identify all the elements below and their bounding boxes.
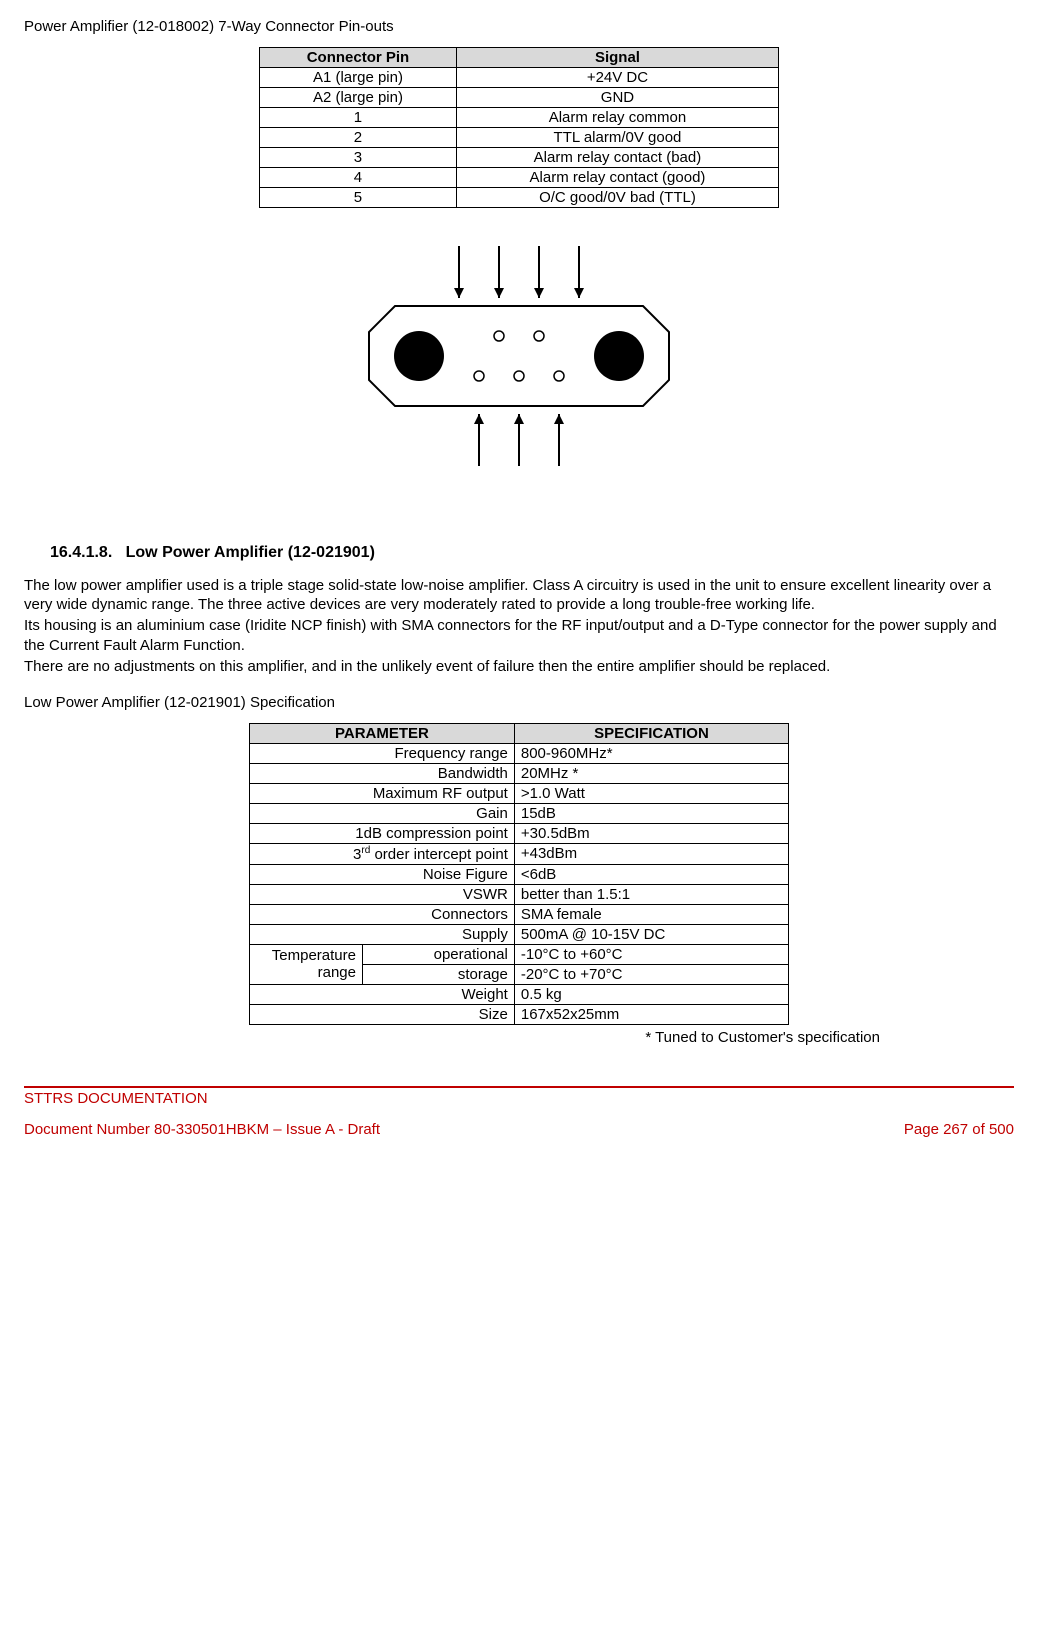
table-cell: Alarm relay contact (good) [456, 168, 778, 188]
table-cell: 1 [260, 108, 457, 128]
table-cell: 15dB [514, 803, 788, 823]
table-cell: GND [456, 88, 778, 108]
body-paragraph: There are no adjustments on this amplifi… [24, 657, 1014, 676]
footer-page-number: Page 267 of 500 [904, 1121, 1014, 1138]
spec-header-spec: SPECIFICATION [514, 723, 788, 743]
table-cell: Frequency range [250, 743, 515, 763]
pinout-header-pin: Connector Pin [260, 48, 457, 68]
table-row: Size167x52x25mm [250, 1004, 789, 1024]
table-cell: Gain [250, 803, 515, 823]
table-row: A2 (large pin)GND [260, 88, 779, 108]
table-row: 5O/C good/0V bad (TTL) [260, 188, 779, 208]
table-cell: Bandwidth [250, 763, 515, 783]
table-cell: Size [250, 1004, 515, 1024]
table-cell: 800-960MHz* [514, 743, 788, 763]
table-cell: A1 (large pin) [260, 68, 457, 88]
table-cell: 167x52x25mm [514, 1004, 788, 1024]
table-cell: 4 [260, 168, 457, 188]
table-row: Weight0.5 kg [250, 984, 789, 1004]
table-row: 1dB compression point+30.5dBm [250, 823, 789, 843]
spec-footnote: * Tuned to Customer's specification [158, 1029, 880, 1046]
table-cell: SMA female [514, 904, 788, 924]
subsection-number: 16.4.1.8. [50, 544, 112, 561]
spec-table: PARAMETER SPECIFICATION Frequency range8… [249, 723, 789, 1025]
footer-doc-title: STTRS DOCUMENTATION [24, 1090, 1014, 1107]
table-cell: storage [363, 964, 515, 984]
table-cell: Maximum RF output [250, 783, 515, 803]
table-cell: -20°C to +70°C [514, 964, 788, 984]
table-row: 4Alarm relay contact (good) [260, 168, 779, 188]
table-cell: +43dBm [514, 843, 788, 864]
table-cell: +30.5dBm [514, 823, 788, 843]
footer-doc-number: Document Number 80-330501HBKM – Issue A … [24, 1121, 380, 1138]
table-row: Bandwidth20MHz * [250, 763, 789, 783]
table-cell: <6dB [514, 864, 788, 884]
table-row: Maximum RF output>1.0 Watt [250, 783, 789, 803]
table-row: VSWRbetter than 1.5:1 [250, 884, 789, 904]
table-cell: Supply [250, 924, 515, 944]
table-cell: 500mA @ 10-15V DC [514, 924, 788, 944]
table-cell: Alarm relay common [456, 108, 778, 128]
table-row: 1Alarm relay common [260, 108, 779, 128]
table-cell: -10°C to +60°C [514, 944, 788, 964]
table-cell: >1.0 Watt [514, 783, 788, 803]
table-cell: 1dB compression point [250, 823, 515, 843]
table-cell: 0.5 kg [514, 984, 788, 1004]
connector-diagram [24, 236, 1014, 480]
table-row: A1 (large pin)+24V DC [260, 68, 779, 88]
table-cell: Temperature range [250, 944, 363, 984]
table-cell: +24V DC [456, 68, 778, 88]
table-cell: operational [363, 944, 515, 964]
page-heading: Power Amplifier (12-018002) 7-Way Connec… [24, 18, 1014, 35]
table-cell: VSWR [250, 884, 515, 904]
footer-rule [24, 1086, 1014, 1088]
table-cell: Connectors [250, 904, 515, 924]
body-paragraph: Its housing is an aluminium case (Iridit… [24, 616, 1014, 654]
table-row: ConnectorsSMA female [250, 904, 789, 924]
table-cell: 3rd order intercept point [250, 843, 515, 864]
body-paragraph: The low power amplifier used is a triple… [24, 576, 1014, 614]
table-cell: TTL alarm/0V good [456, 128, 778, 148]
table-row: Noise Figure<6dB [250, 864, 789, 884]
table-cell: A2 (large pin) [260, 88, 457, 108]
table-cell: Alarm relay contact (bad) [456, 148, 778, 168]
subsection-heading: 16.4.1.8. Low Power Amplifier (12-021901… [50, 544, 1014, 562]
pinout-table: Connector Pin Signal A1 (large pin)+24V … [259, 47, 779, 208]
table-cell: 2 [260, 128, 457, 148]
table-cell: Noise Figure [250, 864, 515, 884]
table-cell: Weight [250, 984, 515, 1004]
spec-table-title: Low Power Amplifier (12-021901) Specific… [24, 694, 1014, 711]
pinout-header-signal: Signal [456, 48, 778, 68]
table-row: Temperature rangeoperational-10°C to +60… [250, 944, 789, 964]
table-cell: better than 1.5:1 [514, 884, 788, 904]
table-row: 3rd order intercept point+43dBm [250, 843, 789, 864]
table-row: Supply500mA @ 10-15V DC [250, 924, 789, 944]
subsection-title: Low Power Amplifier (12-021901) [126, 544, 375, 561]
table-cell: 20MHz * [514, 763, 788, 783]
table-row: 3Alarm relay contact (bad) [260, 148, 779, 168]
table-row: Frequency range800-960MHz* [250, 743, 789, 763]
table-row: Gain15dB [250, 803, 789, 823]
table-cell: 5 [260, 188, 457, 208]
table-cell: O/C good/0V bad (TTL) [456, 188, 778, 208]
spec-header-param: PARAMETER [250, 723, 515, 743]
table-row: 2TTL alarm/0V good [260, 128, 779, 148]
table-cell: 3 [260, 148, 457, 168]
